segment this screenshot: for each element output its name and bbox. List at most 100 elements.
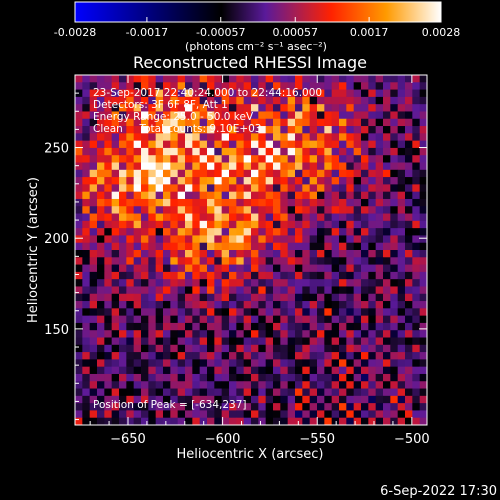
heatmap-cell	[265, 344, 274, 353]
heatmap-cell	[148, 359, 157, 368]
heatmap-cell	[258, 206, 267, 214]
heatmap-cell	[273, 264, 281, 273]
heatmap-cell	[397, 118, 406, 127]
heatmap-cell	[177, 410, 186, 419]
heatmap-cell	[141, 271, 149, 280]
heatmap-cell	[214, 322, 223, 331]
heatmap-cell	[390, 344, 399, 353]
heatmap-cell	[419, 198, 427, 207]
heatmap-cell	[214, 403, 223, 411]
heatmap-cell	[155, 213, 164, 222]
heatmap-cell	[97, 147, 105, 156]
heatmap-cell	[170, 89, 179, 98]
plot-frame	[74, 74, 428, 426]
heatmap-cell	[119, 126, 127, 134]
heatmap-cell	[185, 198, 193, 207]
heatmap-cell	[104, 133, 113, 142]
heatmap-cell	[155, 373, 164, 382]
heatmap-cell	[119, 111, 127, 120]
heatmap-cell	[302, 308, 311, 317]
heatmap-cell	[221, 198, 230, 207]
heatmap-cell	[75, 169, 83, 178]
heatmap-cell	[243, 220, 252, 229]
heatmap-cell	[383, 308, 391, 317]
heatmap-cell	[141, 206, 149, 214]
heatmap-cell	[236, 104, 245, 112]
heatmap-cell	[302, 96, 311, 105]
heatmap-cell	[185, 140, 193, 149]
heatmap-cell	[170, 169, 179, 178]
heatmap-cell	[375, 417, 384, 425]
heatmap-cell	[280, 147, 289, 156]
heatmap-cell	[243, 162, 252, 171]
heatmap-cell	[221, 177, 230, 185]
heatmap-cell	[199, 403, 208, 411]
heatmap-cell	[155, 352, 164, 360]
heatmap-cell	[397, 184, 406, 193]
heatmap-cell	[346, 133, 355, 142]
heatmap-cell	[346, 104, 355, 112]
heatmap-cell	[361, 381, 369, 389]
heatmap-cell	[207, 140, 215, 149]
heatmap-cell	[383, 286, 391, 295]
heatmap-cell	[412, 322, 421, 331]
heatmap-cell	[390, 359, 399, 368]
heatmap-cell	[133, 264, 142, 273]
heatmap-cell	[177, 403, 186, 411]
heatmap-cell	[295, 257, 303, 265]
heatmap-cell	[148, 198, 157, 207]
heatmap-cell	[163, 126, 171, 134]
heatmap-cell	[221, 381, 230, 389]
heatmap-cell	[177, 308, 186, 317]
heatmap-cell	[295, 104, 303, 112]
heatmap-cell	[243, 410, 252, 419]
heatmap-cell	[97, 162, 105, 171]
heatmap-cell	[361, 359, 369, 368]
heatmap-cell	[177, 191, 186, 200]
heatmap-cell	[170, 315, 179, 324]
heatmap-cell	[119, 250, 127, 258]
heatmap-cell	[309, 140, 318, 149]
heatmap-cell	[317, 403, 325, 411]
heatmap-cell	[243, 126, 252, 134]
heatmap-cell	[185, 191, 193, 200]
heatmap-cell	[295, 155, 303, 163]
heatmap-cell	[353, 366, 362, 375]
heatmap-cell	[82, 373, 91, 382]
heatmap-cell	[214, 410, 223, 419]
heatmap-cell	[97, 250, 105, 258]
heatmap-cell	[375, 373, 384, 382]
heatmap-cell	[119, 271, 127, 280]
heatmap-cell	[199, 366, 208, 375]
heatmap-cell	[324, 228, 333, 236]
heatmap-cell	[89, 330, 98, 338]
heatmap-cell	[133, 206, 142, 214]
heatmap-cell	[353, 155, 362, 163]
heatmap-cell	[309, 395, 318, 404]
heatmap-cell	[111, 75, 120, 83]
heatmap-cell	[155, 315, 164, 324]
heatmap-cell	[126, 191, 135, 200]
heatmap-cell	[375, 301, 384, 309]
heatmap-cell	[104, 75, 113, 83]
heatmap-cell	[295, 308, 303, 317]
heatmap-cell	[324, 286, 333, 295]
heatmap-cell	[390, 162, 399, 171]
heatmap-cell	[280, 162, 289, 171]
heatmap-cell	[177, 279, 186, 287]
heatmap-cell	[126, 147, 135, 156]
heatmap-cell	[199, 126, 208, 134]
heatmap-cell	[331, 366, 340, 375]
heatmap-cell	[273, 228, 281, 236]
heatmap-cell	[141, 126, 149, 134]
heatmap-cell	[163, 388, 171, 397]
heatmap-cell	[126, 126, 135, 134]
heatmap-cell	[331, 322, 340, 331]
heatmap-cell	[155, 147, 164, 156]
heatmap-cell	[177, 140, 186, 149]
heatmap-cell	[302, 235, 311, 244]
heatmap-cell	[309, 271, 318, 280]
heatmap-cell	[192, 111, 201, 120]
heatmap-cell	[111, 417, 120, 425]
heatmap-cell	[375, 147, 384, 156]
